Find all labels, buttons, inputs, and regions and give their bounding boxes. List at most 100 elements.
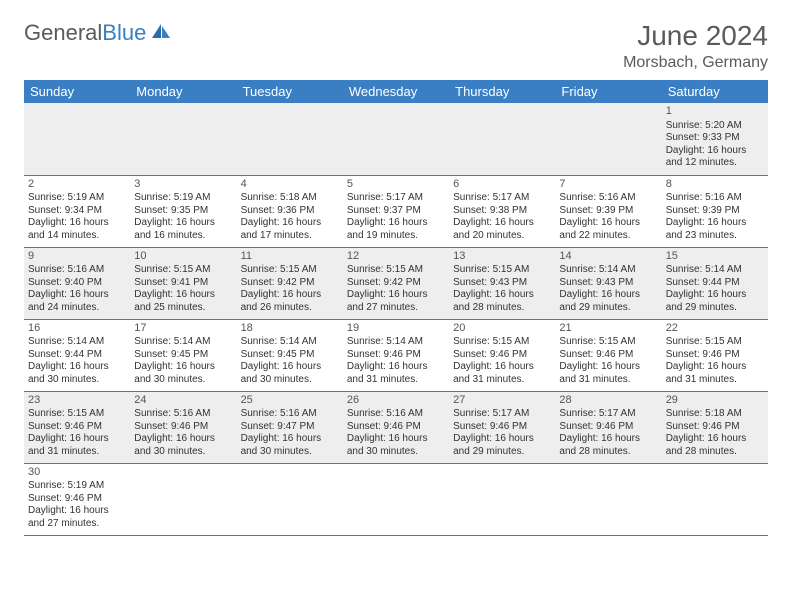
day-detail: Sunrise: 5:16 AM	[241, 408, 339, 421]
day-number: 4	[241, 178, 339, 192]
day-detail: and 30 minutes.	[241, 446, 339, 459]
day-detail: and 25 minutes.	[134, 302, 232, 315]
day-detail: Sunset: 9:33 PM	[666, 132, 764, 145]
day-detail: Sunset: 9:40 PM	[28, 277, 126, 290]
day-detail: Daylight: 16 hours	[241, 217, 339, 230]
day-detail: Sunrise: 5:18 AM	[241, 192, 339, 205]
day-detail: and 28 minutes.	[453, 302, 551, 315]
calendar-cell	[237, 463, 343, 535]
calendar-cell: 16Sunrise: 5:14 AMSunset: 9:44 PMDayligh…	[24, 319, 130, 391]
calendar-cell	[130, 463, 236, 535]
day-detail: Daylight: 16 hours	[241, 289, 339, 302]
day-detail: Sunrise: 5:15 AM	[453, 264, 551, 277]
calendar-cell: 6Sunrise: 5:17 AMSunset: 9:38 PMDaylight…	[449, 175, 555, 247]
calendar-cell	[555, 103, 661, 175]
day-detail: Sunset: 9:46 PM	[134, 421, 232, 434]
title-block: June 2024 Morsbach, Germany	[623, 20, 768, 72]
day-detail: Sunset: 9:46 PM	[559, 349, 657, 362]
day-detail: Daylight: 16 hours	[347, 433, 445, 446]
day-header: Saturday	[662, 80, 768, 103]
day-header: Sunday	[24, 80, 130, 103]
day-number: 2	[28, 178, 126, 192]
calendar-cell	[237, 103, 343, 175]
day-number: 1	[666, 105, 764, 119]
day-detail: and 29 minutes.	[559, 302, 657, 315]
day-detail: Sunrise: 5:16 AM	[666, 192, 764, 205]
calendar-cell	[130, 103, 236, 175]
day-number: 18	[241, 322, 339, 336]
day-header: Monday	[130, 80, 236, 103]
day-detail: Daylight: 16 hours	[453, 289, 551, 302]
day-detail: Daylight: 16 hours	[559, 361, 657, 374]
day-detail: Daylight: 16 hours	[28, 289, 126, 302]
day-detail: Sunset: 9:46 PM	[453, 349, 551, 362]
day-detail: Sunset: 9:45 PM	[134, 349, 232, 362]
day-detail: Daylight: 16 hours	[666, 289, 764, 302]
day-detail: Daylight: 16 hours	[666, 361, 764, 374]
day-number: 9	[28, 250, 126, 264]
calendar-cell	[343, 103, 449, 175]
day-number: 27	[453, 394, 551, 408]
day-detail: and 31 minutes.	[347, 374, 445, 387]
calendar-cell	[555, 463, 661, 535]
day-detail: Daylight: 16 hours	[241, 433, 339, 446]
day-detail: and 26 minutes.	[241, 302, 339, 315]
logo-text-b: Blue	[102, 20, 146, 46]
day-detail: Sunrise: 5:17 AM	[453, 192, 551, 205]
day-detail: Sunset: 9:46 PM	[347, 349, 445, 362]
day-detail: Daylight: 16 hours	[28, 433, 126, 446]
day-detail: Sunset: 9:41 PM	[134, 277, 232, 290]
day-number: 25	[241, 394, 339, 408]
day-detail: Sunset: 9:34 PM	[28, 205, 126, 218]
day-number: 21	[559, 322, 657, 336]
calendar-cell: 25Sunrise: 5:16 AMSunset: 9:47 PMDayligh…	[237, 391, 343, 463]
day-detail: and 29 minutes.	[666, 302, 764, 315]
logo-text-a: General	[24, 20, 102, 46]
day-header: Friday	[555, 80, 661, 103]
day-detail: Sunset: 9:47 PM	[241, 421, 339, 434]
calendar-cell: 26Sunrise: 5:16 AMSunset: 9:46 PMDayligh…	[343, 391, 449, 463]
day-detail: Sunrise: 5:17 AM	[347, 192, 445, 205]
day-number: 30	[28, 466, 126, 480]
calendar-cell	[449, 463, 555, 535]
sail-icon	[150, 20, 172, 46]
day-number: 22	[666, 322, 764, 336]
calendar-row: 9Sunrise: 5:16 AMSunset: 9:40 PMDaylight…	[24, 247, 768, 319]
day-detail: Sunset: 9:46 PM	[28, 421, 126, 434]
day-number: 11	[241, 250, 339, 264]
day-detail: and 23 minutes.	[666, 230, 764, 243]
day-detail: Daylight: 16 hours	[134, 289, 232, 302]
day-detail: Daylight: 16 hours	[134, 433, 232, 446]
day-detail: Daylight: 16 hours	[347, 361, 445, 374]
day-number: 24	[134, 394, 232, 408]
day-detail: and 31 minutes.	[453, 374, 551, 387]
day-detail: Sunset: 9:44 PM	[666, 277, 764, 290]
day-detail: Sunrise: 5:14 AM	[241, 336, 339, 349]
day-detail: Sunrise: 5:14 AM	[347, 336, 445, 349]
calendar-cell: 20Sunrise: 5:15 AMSunset: 9:46 PMDayligh…	[449, 319, 555, 391]
calendar-cell: 24Sunrise: 5:16 AMSunset: 9:46 PMDayligh…	[130, 391, 236, 463]
day-detail: Daylight: 16 hours	[347, 289, 445, 302]
day-detail: Daylight: 16 hours	[134, 361, 232, 374]
day-detail: Sunrise: 5:19 AM	[134, 192, 232, 205]
day-detail: Sunrise: 5:14 AM	[666, 264, 764, 277]
day-header: Thursday	[449, 80, 555, 103]
calendar-cell	[24, 103, 130, 175]
day-detail: and 30 minutes.	[134, 446, 232, 459]
day-detail: Sunrise: 5:15 AM	[347, 264, 445, 277]
day-number: 20	[453, 322, 551, 336]
day-detail: Sunset: 9:39 PM	[559, 205, 657, 218]
day-header: Wednesday	[343, 80, 449, 103]
day-number: 19	[347, 322, 445, 336]
calendar-row: 16Sunrise: 5:14 AMSunset: 9:44 PMDayligh…	[24, 319, 768, 391]
day-detail: Sunset: 9:43 PM	[559, 277, 657, 290]
day-number: 15	[666, 250, 764, 264]
day-detail: Daylight: 16 hours	[666, 145, 764, 158]
day-detail: and 30 minutes.	[347, 446, 445, 459]
header: GeneralBlue June 2024 Morsbach, Germany	[24, 20, 768, 72]
day-detail: and 30 minutes.	[134, 374, 232, 387]
day-detail: Sunset: 9:44 PM	[28, 349, 126, 362]
day-detail: Sunrise: 5:16 AM	[28, 264, 126, 277]
calendar-cell: 4Sunrise: 5:18 AMSunset: 9:36 PMDaylight…	[237, 175, 343, 247]
calendar-cell: 1Sunrise: 5:20 AMSunset: 9:33 PMDaylight…	[662, 103, 768, 175]
